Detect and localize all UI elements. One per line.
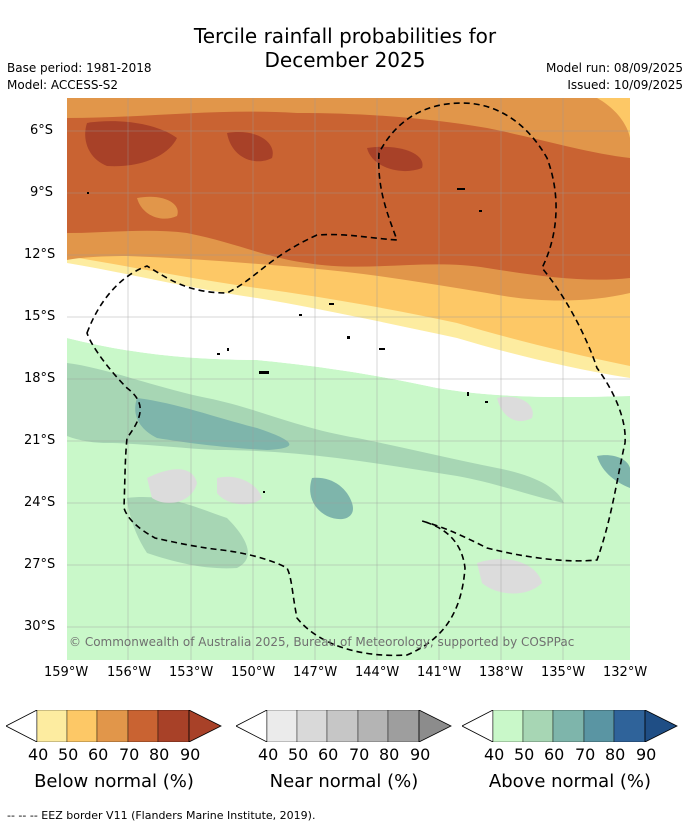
below-tick-70: 70 (119, 745, 140, 764)
near-tick-90: 90 (410, 745, 431, 764)
near-normal-caption: Near normal (%) (269, 771, 419, 792)
lon-label-156w: 156°W (107, 665, 152, 680)
colorbar-near-normal (236, 710, 452, 742)
near-normal-patch-4 (497, 396, 533, 422)
lat-label-27s: 27°S (24, 557, 56, 572)
below-tick-80: 80 (149, 745, 170, 764)
below-normal-area-60-patch (137, 196, 178, 219)
title-line-2: December 2025 (264, 48, 426, 72)
above-tick-60: 60 (544, 745, 565, 764)
lon-label-138w: 138°W (479, 665, 524, 680)
model-name: Model: ACCESS-S2 (7, 78, 119, 92)
near-tick-40: 40 (258, 745, 279, 764)
lon-label-147w: 147°W (293, 665, 338, 680)
colorbar-above-normal (462, 710, 678, 742)
tercile-probability-map: © Commonwealth of Australia 2025, Bureau… (67, 98, 630, 660)
near-tick-70: 70 (349, 745, 370, 764)
above-normal-area-60b (310, 477, 353, 520)
near-tick-80: 80 (379, 745, 400, 764)
below-tick-40: 40 (28, 745, 49, 764)
no-signal-band (67, 263, 630, 398)
lat-label-9s: 9°S (30, 185, 54, 200)
near-normal-patch-3 (477, 559, 542, 594)
above-tick-40: 40 (484, 745, 505, 764)
near-normal-patch-1 (147, 469, 197, 503)
copyright-note: © Commonwealth of Australia 2025, Bureau… (69, 635, 574, 649)
lat-label-18s: 18°S (24, 371, 56, 386)
lon-label-135w: 135°W (541, 665, 586, 680)
map-gridlines (67, 98, 630, 660)
lon-label-144w: 144°W (355, 665, 400, 680)
near-tick-60: 60 (318, 745, 339, 764)
lon-label-132w: 132°W (603, 665, 648, 680)
below-tick-50: 50 (58, 745, 79, 764)
lon-label-141w: 141°W (417, 665, 462, 680)
above-tick-80: 80 (605, 745, 626, 764)
near-normal-patch-2 (217, 476, 262, 505)
lat-label-12s: 12°S (24, 247, 56, 262)
lat-label-6s: 6°S (30, 123, 54, 138)
base-period: Base period: 1981-2018 (7, 61, 152, 75)
below-normal-area-80 (85, 121, 177, 167)
title-line-1: Tercile rainfall probabilities for (193, 24, 497, 48)
lon-label-150w: 150°W (231, 665, 276, 680)
islands (87, 188, 488, 493)
above-tick-70: 70 (575, 745, 596, 764)
below-normal-caption: Below normal (%) (34, 771, 194, 792)
lat-label-24s: 24°S (24, 495, 56, 510)
near-tick-50: 50 (288, 745, 309, 764)
eez-footer-note: -- -- -- EEZ border V11 (Flanders Marine… (7, 809, 316, 822)
below-tick-90: 90 (180, 745, 201, 764)
model-run: Model run: 08/09/2025 (545, 61, 683, 75)
lon-label-159w: 159°W (44, 665, 89, 680)
above-tick-90: 90 (636, 745, 657, 764)
above-normal-area-60c (597, 455, 630, 488)
colorbar-below-normal (6, 710, 222, 742)
above-normal-area-50b (127, 497, 248, 569)
lat-label-21s: 21°S (24, 433, 56, 448)
lon-label-153w: 153°W (169, 665, 214, 680)
above-normal-caption: Above normal (%) (488, 771, 652, 792)
below-tick-60: 60 (88, 745, 109, 764)
below-normal-area-80c (367, 146, 423, 172)
below-normal-area-80b (227, 132, 273, 162)
issued-date: Issued: 10/09/2025 (567, 78, 683, 92)
above-tick-50: 50 (514, 745, 535, 764)
eez-border (86, 102, 626, 657)
above-normal-area-60 (135, 398, 290, 450)
lat-label-15s: 15°S (24, 309, 56, 324)
map-panel: © Commonwealth of Australia 2025, Bureau… (67, 98, 630, 660)
below-normal-area-70 (67, 111, 630, 280)
lat-label-30s: 30°S (24, 619, 56, 634)
